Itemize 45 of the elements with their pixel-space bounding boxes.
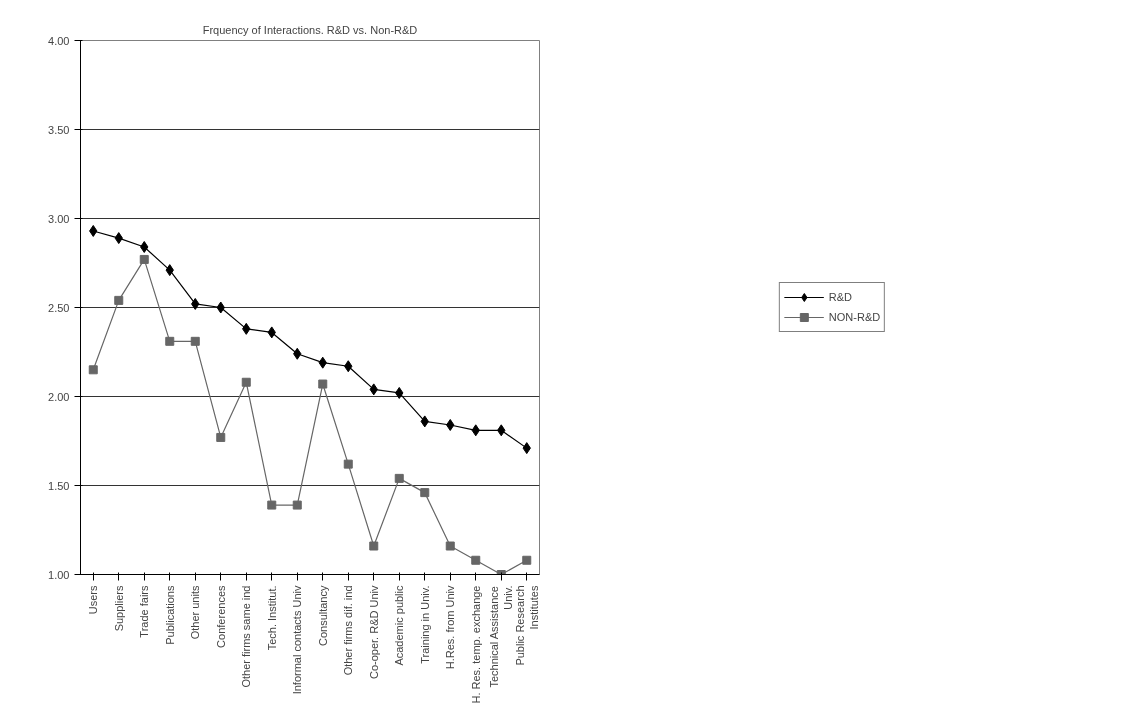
point	[343, 459, 353, 469]
x-tick-label: Consultancy	[316, 585, 329, 647]
point	[292, 500, 302, 510]
x-tick-label: Users	[87, 585, 100, 615]
point	[522, 555, 532, 565]
point	[216, 432, 226, 442]
x-tick-label: H.Res. from Univ	[444, 585, 457, 670]
x-tick-label: Other units	[189, 585, 202, 640]
y-tick-label: 4.00	[48, 34, 70, 47]
x-tick-label: Conferences	[214, 585, 227, 648]
y-tick-label: 3.00	[48, 212, 70, 225]
x-tick-label: Suppliers	[112, 585, 125, 632]
x-tick-label: Trade fairs	[138, 585, 151, 638]
legend-label: NON-R&D	[828, 311, 881, 323]
x-tick-label: Technical Assistance Univ.	[488, 585, 515, 688]
y-tick-label: 3.50	[48, 123, 70, 136]
x-tick-label: Co-oper. R&D Univ	[367, 585, 380, 680]
point	[445, 541, 455, 551]
x-tick-label: Training in Univ.	[418, 585, 431, 664]
point	[190, 336, 200, 346]
point	[241, 377, 251, 387]
point	[369, 541, 379, 551]
point	[114, 295, 124, 305]
chart-title: Frquency of Interactions. R&D vs. Non-R&D	[202, 23, 418, 36]
x-tick-label: Publications	[163, 585, 176, 645]
point	[394, 473, 404, 483]
y-tick-label: 1.00	[48, 568, 70, 581]
point	[318, 379, 328, 389]
legend-label: R&D	[828, 291, 853, 303]
x-tick-label: H. Res. temp. exchange	[469, 585, 482, 704]
point	[471, 555, 481, 565]
point	[165, 336, 175, 346]
point	[267, 500, 277, 510]
y-tick-label: 1.50	[48, 479, 70, 492]
x-tick-label: Informal contacts Univ	[291, 585, 304, 695]
point	[139, 254, 149, 264]
x-tick-label: Public Research Institutes	[513, 585, 540, 666]
y-tick-label: 2.00	[48, 390, 70, 403]
x-tick-label: Other firms dif. ind	[342, 585, 355, 676]
x-tick-label: Tech. Institut.	[265, 585, 278, 651]
x-tick-label: Academic public	[393, 585, 406, 666]
point	[88, 365, 98, 375]
y-tick-label: 2.50	[48, 301, 70, 314]
point	[420, 488, 430, 498]
x-tick-label: Other firms same ind	[240, 585, 253, 688]
